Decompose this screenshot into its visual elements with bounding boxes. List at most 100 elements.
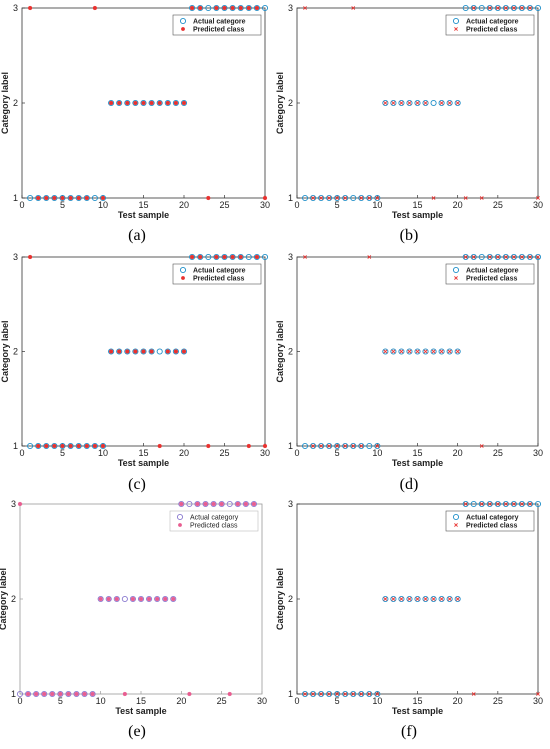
actual-point xyxy=(326,194,333,202)
predicted-point xyxy=(44,443,49,449)
actual-point xyxy=(470,253,477,261)
predicted-point xyxy=(235,501,240,507)
predicted-point xyxy=(60,195,65,201)
actual-point xyxy=(91,194,98,202)
y-tick-label: 2 xyxy=(288,98,293,108)
predicted-point xyxy=(181,100,187,106)
actual-point xyxy=(518,500,525,508)
predicted-point xyxy=(528,6,532,10)
actual-point xyxy=(454,99,461,107)
y-axis-title: Category label xyxy=(275,320,285,382)
legend-box xyxy=(445,510,535,532)
legend-predicted-label: Predicted class xyxy=(466,276,517,283)
actual-point xyxy=(318,690,325,698)
actual-point xyxy=(510,253,517,261)
predicted-point xyxy=(198,254,203,260)
predicted-point xyxy=(171,596,176,602)
predicted-point xyxy=(163,596,168,602)
predicted-point xyxy=(262,195,268,201)
predicted-point xyxy=(399,349,404,354)
x-axis-title: Test sample xyxy=(392,706,443,716)
predicted-point xyxy=(479,502,484,506)
actual-point xyxy=(326,442,333,450)
legend-actual-marker xyxy=(452,266,460,274)
actual-point xyxy=(33,690,40,698)
actual-point xyxy=(148,348,155,355)
actual-point xyxy=(178,500,185,508)
predicted-point xyxy=(222,254,227,260)
legend-actual-label: Actual category xyxy=(190,515,239,522)
actual-point xyxy=(25,690,32,698)
x-axis-title: Test sample xyxy=(118,458,169,468)
x-tick-label: 5 xyxy=(60,200,65,210)
actual-point xyxy=(221,253,228,261)
actual-point xyxy=(334,194,341,202)
predicted-point xyxy=(511,6,516,10)
predicted-point xyxy=(367,692,372,696)
x-tick-label: 20 xyxy=(453,696,463,706)
actual-point xyxy=(194,500,201,508)
predicted-point xyxy=(511,255,516,259)
predicted-point xyxy=(439,349,444,354)
actual-point xyxy=(43,442,50,450)
predicted-point xyxy=(141,349,146,354)
actual-point xyxy=(91,442,98,450)
predicted-point xyxy=(74,691,79,697)
actual-point xyxy=(49,690,56,698)
actual-point xyxy=(366,442,373,450)
actual-point xyxy=(97,595,104,603)
predicted-point xyxy=(117,100,122,106)
predicted-point xyxy=(423,101,428,105)
predicted-point xyxy=(503,502,508,506)
x-tick-label: 5 xyxy=(58,696,63,706)
actual-point xyxy=(486,253,493,261)
actual-point xyxy=(67,194,74,202)
actual-point xyxy=(137,595,145,603)
y-tick-label: 2 xyxy=(288,594,293,604)
predicted-point xyxy=(254,5,259,11)
actual-point xyxy=(99,194,107,202)
predicted-point xyxy=(415,101,420,105)
actual-point xyxy=(398,99,405,107)
actual-point xyxy=(67,442,74,450)
predicted-point xyxy=(383,101,388,105)
actual-point xyxy=(478,500,485,508)
actual-point xyxy=(486,4,493,12)
predicted-point xyxy=(173,100,178,106)
predicted-point xyxy=(28,5,33,11)
y-tick-label: 1 xyxy=(288,193,293,203)
legend-actual-marker xyxy=(179,17,187,25)
actual-point xyxy=(438,595,445,603)
predicted-point xyxy=(219,501,224,507)
chart-panel-3: 0 5 10 15 20 25 30 1 2 3 Test sample Category label… xyxy=(0,252,270,493)
actual-point xyxy=(366,690,373,698)
actual-point xyxy=(205,253,212,261)
actual-point xyxy=(65,690,72,698)
predicted-point xyxy=(536,196,540,200)
legend-predicted-marker xyxy=(454,276,458,280)
predicted-point xyxy=(141,100,146,106)
y-tick-label: 1 xyxy=(288,689,293,699)
legend-actual-label: Actual categore xyxy=(466,19,519,26)
actual-point xyxy=(358,442,365,450)
actual-point xyxy=(189,4,196,12)
predicted-point xyxy=(359,196,364,200)
actual-point xyxy=(124,348,131,355)
predicted-point xyxy=(222,5,227,11)
y-tick-label: 1 xyxy=(13,441,18,451)
predicted-point xyxy=(431,349,436,354)
predicted-point xyxy=(246,5,251,11)
predicted-point xyxy=(133,100,138,106)
y-axis-title: Category label xyxy=(275,72,285,134)
actual-point xyxy=(390,348,397,355)
legend-predicted-marker xyxy=(181,27,185,31)
legend-actual-label: Actual categore xyxy=(466,268,519,275)
actual-point xyxy=(470,500,477,508)
actual-point xyxy=(140,99,147,107)
predicted-point xyxy=(327,196,332,200)
predicted-point xyxy=(471,692,476,696)
